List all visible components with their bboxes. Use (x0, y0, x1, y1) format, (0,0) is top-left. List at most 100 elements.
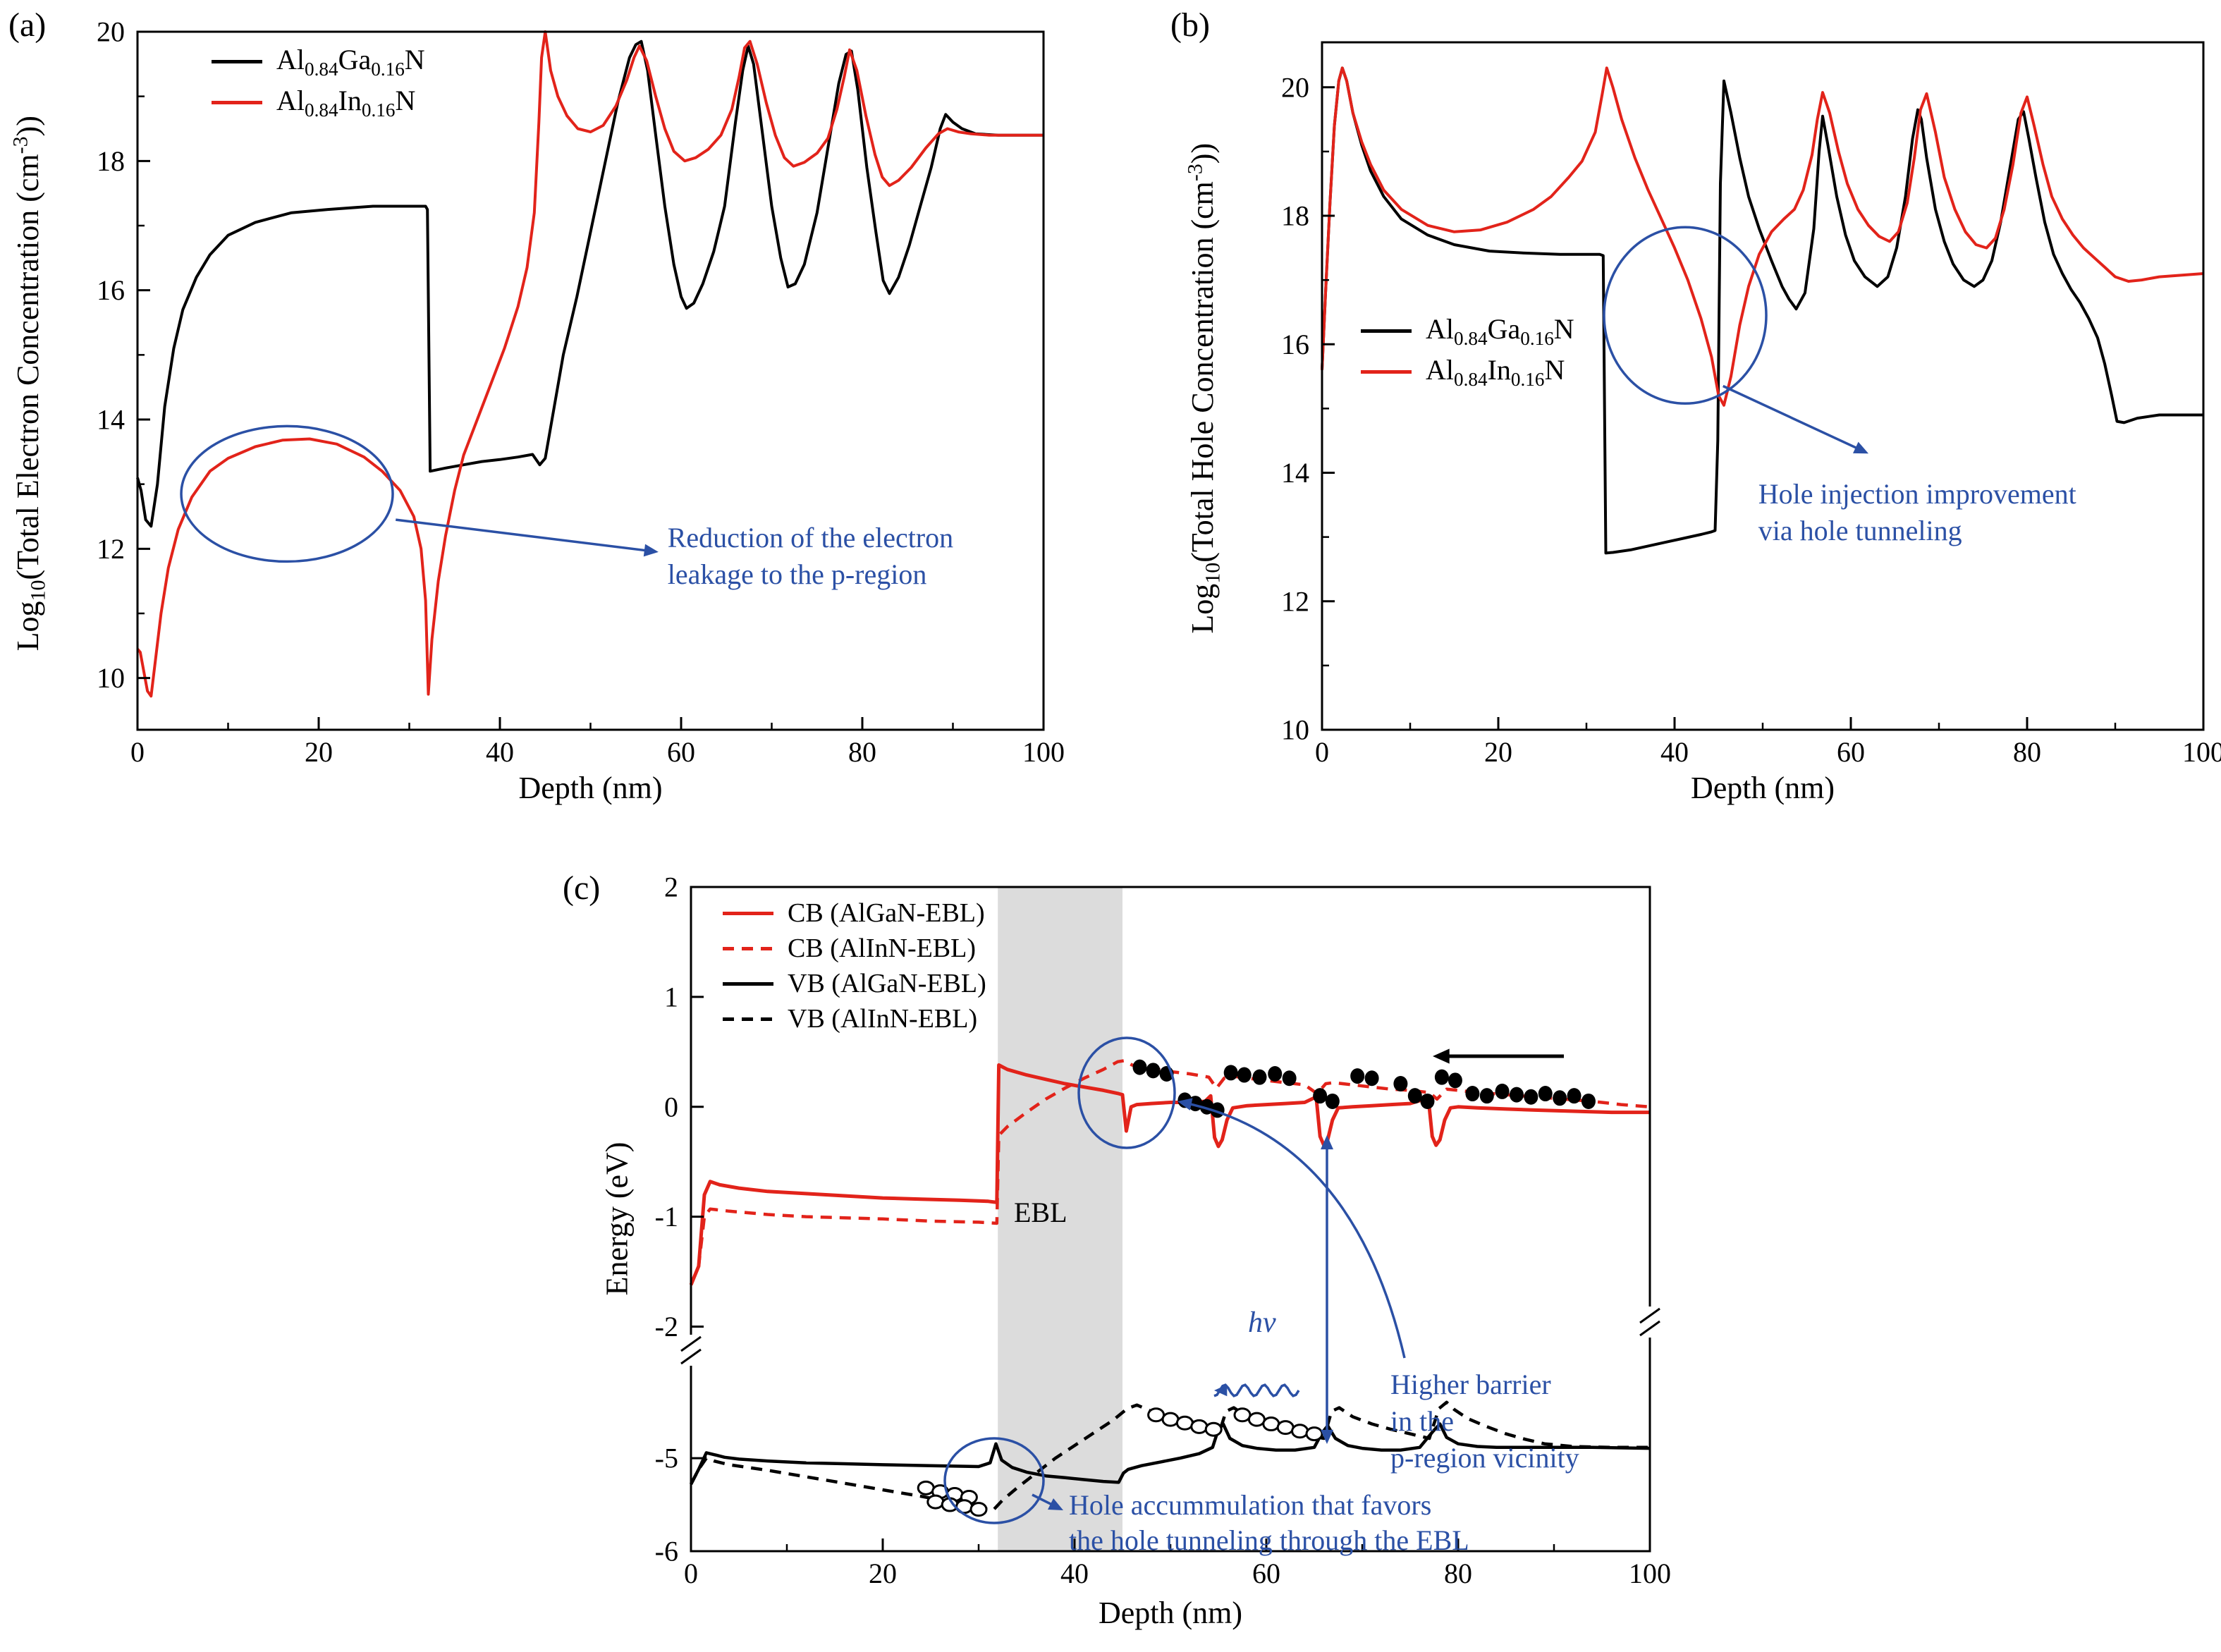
electron-dot (1282, 1070, 1297, 1087)
x-tick-label: 20 (305, 736, 333, 768)
electron-dot (1434, 1069, 1449, 1085)
legend-label: Al0.84In0.16N (1426, 353, 1565, 390)
electron-dot (1538, 1086, 1553, 1102)
panel-b: 0 20 40 60 80 100 10 12 14 16 18 20 (b) Depth (nm) … (1149, 0, 2221, 839)
electron-dot (1479, 1088, 1494, 1104)
arrow-head (1177, 1098, 1193, 1110)
hole-dot (1291, 1424, 1309, 1439)
series-group (1321, 66, 2204, 555)
wavy-photon-arrow (1213, 1383, 1300, 1397)
x-tick-label: 60 (1252, 1558, 1280, 1589)
arrow-head (1321, 1429, 1333, 1444)
panel-a-ylabel: Log10(Total Electron Concentration (cm-3… (8, 116, 50, 651)
hole-dot (1247, 1412, 1266, 1427)
electron-dot (1420, 1093, 1435, 1109)
panel-a-xlabel: Depth (nm) (518, 771, 663, 805)
arrow-head (1214, 1384, 1228, 1397)
series-VB-AlGaN-line (690, 1422, 1651, 1486)
axis-break-mark (1639, 1307, 1660, 1324)
y-tick-label: 18 (97, 145, 125, 177)
series-AlInN-electron-line (136, 30, 1044, 698)
x-tick-label: 40 (486, 736, 514, 768)
legend-label: CB (AlInN-EBL) (788, 934, 977, 963)
annotation-text: Hole accummulation that favors the hole t… (1069, 1489, 1469, 1556)
y-tick-label: 14 (97, 404, 125, 436)
panel-c-plot: 0 20 40 60 80 100 2 1 0 -1 -2 -5 -6 (655, 871, 1671, 1589)
hole-dot (969, 1502, 988, 1517)
legend-label: Al0.84Ga0.16N (276, 43, 425, 80)
y-tick-label: -2 (655, 1311, 678, 1342)
electron-dot (1364, 1070, 1379, 1087)
hole-dot (1175, 1415, 1194, 1431)
annotation-arrow (396, 518, 651, 553)
series-AlInN-hole-line (1321, 66, 2204, 407)
x-tick-label: 0 (1315, 736, 1329, 768)
y-tick-label: 20 (97, 16, 125, 48)
x-tick-label: 100 (1022, 736, 1065, 768)
legend-item: Al0.84Ga0.16N (212, 41, 425, 82)
electron-dot (1313, 1088, 1328, 1104)
series-AlGaN-hole-line (1321, 66, 2203, 555)
y-tick-label: 10 (1281, 714, 1309, 746)
legend-item: Al0.84In0.16N (212, 82, 425, 123)
x-tick-label: 0 (130, 736, 145, 768)
arrow-head (643, 544, 659, 557)
panel-a-legend: Al0.84Ga0.16N Al0.84In0.16N (212, 41, 425, 123)
annotation-circle (180, 424, 394, 563)
series-CB-AlGaN-line (690, 1063, 1650, 1286)
y-tick-label: 1 (664, 981, 678, 1012)
x-tick-label: 60 (667, 736, 695, 768)
x-tick-label: 20 (1484, 736, 1512, 768)
axis-break-mark (1639, 1320, 1660, 1337)
x-tick-label: 0 (684, 1558, 698, 1589)
legend-line-sample (212, 100, 262, 104)
electron-dot (1524, 1089, 1538, 1105)
annotation-text: Reduction of the electron leakage to the … (667, 522, 954, 591)
legend-label: Al0.84In0.16N (276, 84, 416, 121)
electron-dot (1146, 1063, 1161, 1079)
hole-dot (1262, 1417, 1280, 1432)
y-tick-label: 10 (97, 662, 125, 694)
legend-line-sample (723, 946, 773, 950)
panel-c-ylabel: Energy (eV) (599, 1142, 635, 1296)
electron-dot (1509, 1087, 1524, 1103)
panel-c-legend: CB (AlGaN-EBL) CB (AlInN-EBL) VB (AlGaN-EB… (723, 895, 986, 1036)
annotation-text: Hole injection improvement via hole tunne… (1758, 478, 2076, 547)
hole-dot (1305, 1426, 1323, 1442)
x-tick-label: 80 (2013, 736, 2041, 768)
legend-label: VB (AlGaN-EBL) (788, 969, 986, 998)
legend-label: Al0.84Ga0.16N (1426, 312, 1574, 349)
electron-dot (1553, 1090, 1567, 1106)
x-tick-label: 40 (1060, 1558, 1089, 1589)
electron-dot (1495, 1083, 1510, 1099)
panel-c: 0 20 40 60 80 100 2 1 0 -1 -2 -5 -6 (c) Depth (nm) E… (543, 839, 1706, 1652)
panel-b-legend: Al0.84Ga0.16N Al0.84In0.16N (1361, 310, 1574, 392)
electron-dot (1407, 1088, 1422, 1104)
panel-a-label: (a) (8, 6, 47, 44)
hole-dot (1190, 1419, 1209, 1434)
legend-item: CB (AlInN-EBL) (723, 931, 986, 966)
panel-b-label: (b) (1170, 6, 1210, 44)
y-tick-label: 2 (664, 871, 678, 903)
electron-dot (1252, 1069, 1267, 1085)
x-tick-label: 20 (869, 1558, 897, 1589)
hole-dot (926, 1494, 945, 1510)
legend-label: VB (AlInN-EBL) (788, 1004, 978, 1034)
plot-frame (136, 30, 1045, 731)
y-tick-label: 0 (664, 1091, 678, 1122)
y-tick-label: 20 (1281, 71, 1309, 103)
legend-line-sample (723, 911, 773, 915)
panel-a: 0 20 40 60 80 100 10 12 14 16 18 20 (a) Depth (nm) … (0, 0, 1100, 839)
x-tick-label: 80 (848, 736, 876, 768)
y-tick-label: 12 (97, 533, 125, 565)
panel-b-plot: 0 20 40 60 80 100 10 12 14 16 18 20 (1281, 41, 2221, 768)
x-tick-label: 80 (1444, 1558, 1472, 1589)
x-tick-label: 60 (1837, 736, 1865, 768)
panel-b-xlabel: Depth (nm) (1690, 771, 1835, 805)
y-tick-label: 12 (1281, 585, 1309, 617)
series-CB-AlInN-line (690, 1059, 1651, 1286)
panel-b-ylabel: Log10(Total Hole Concentration (cm-3)) (1183, 142, 1225, 634)
electron-dot (1237, 1067, 1252, 1083)
hole-dot (1233, 1407, 1252, 1423)
